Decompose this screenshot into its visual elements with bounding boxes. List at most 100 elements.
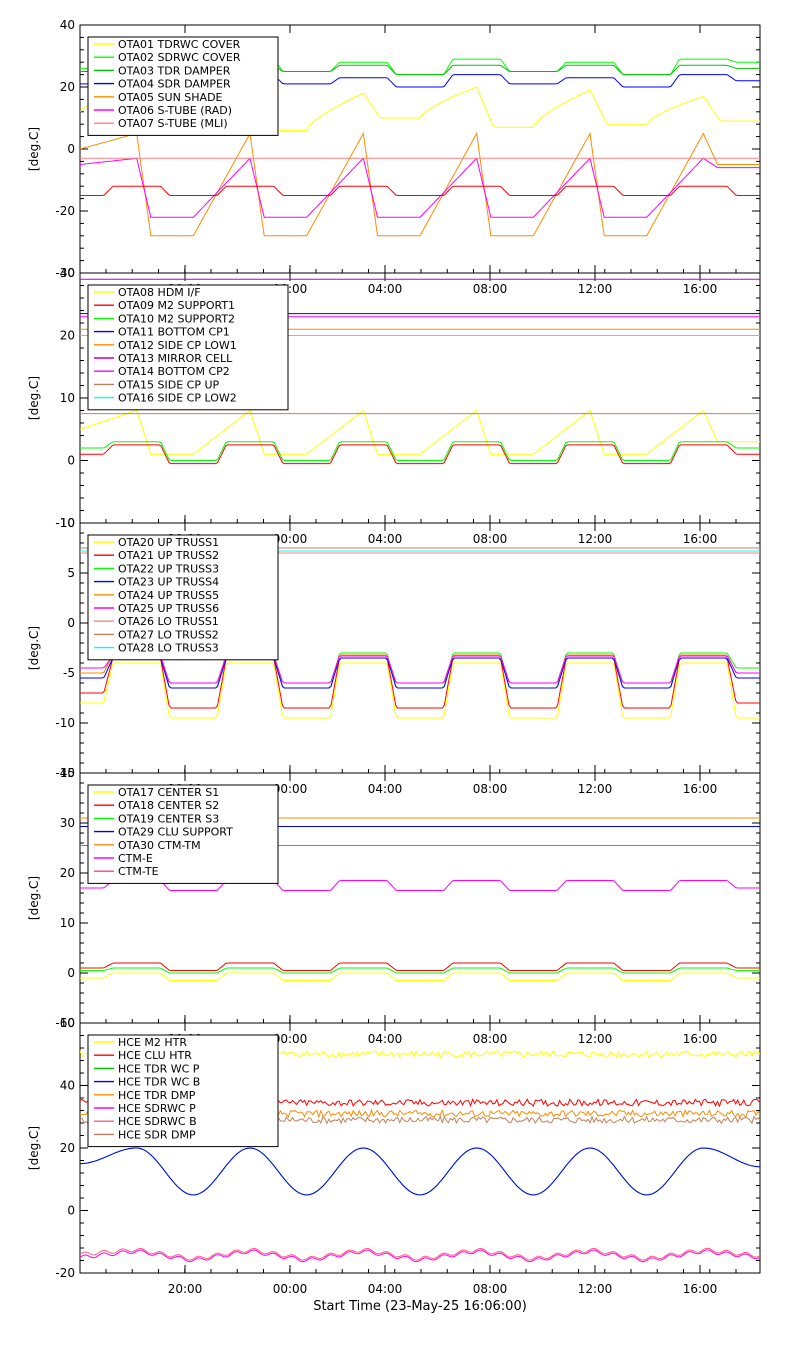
legend-label: HCE SDRWC P	[118, 1102, 196, 1115]
chart-panel-2: -10010203020:0000:0004:0008:0012:0016:00…	[27, 266, 761, 546]
legend-label: HCE CLU HTR	[118, 1049, 192, 1062]
y-tick-label: -40	[55, 266, 75, 280]
y-tick-label: -5	[63, 666, 75, 680]
x-tick-label: 16:00	[683, 282, 718, 296]
x-tick-label: 00:00	[273, 782, 308, 796]
y-tick-label: 40	[60, 766, 75, 780]
y-tick-label: 40	[60, 1079, 75, 1093]
legend-label: HCE M2 HTR	[118, 1036, 187, 1049]
legend-label: OTA22 UP TRUSS3	[118, 562, 219, 575]
legend-label: HCE TDR WC B	[118, 1076, 200, 1089]
y-tick-label: 20	[60, 866, 75, 880]
x-tick-label: 12:00	[578, 782, 613, 796]
y-tick-label: -20	[55, 1266, 75, 1280]
series-line	[80, 157, 760, 218]
legend-label: OTA18 CENTER S2	[118, 799, 219, 812]
y-tick-label: 0	[67, 616, 75, 630]
legend-label: OTA11 BOTTOM CP1	[118, 326, 230, 339]
series-line	[80, 444, 760, 465]
y-tick-label: 20	[60, 1141, 75, 1155]
x-tick-label: 16:00	[683, 1282, 718, 1296]
series-line	[80, 1147, 760, 1196]
x-tick-label: 12:00	[578, 1032, 613, 1046]
series-line	[80, 409, 760, 455]
legend-label: HCE TDR DMP	[118, 1089, 196, 1102]
chart-panel-3: -15-10-5051020:0000:0004:0008:0012:0016:…	[27, 516, 761, 796]
x-tick-label: 12:00	[578, 1282, 613, 1296]
legend-box	[87, 36, 279, 136]
chart-panel-4: -1001020304020:0000:0004:0008:0012:0016:…	[27, 766, 761, 1046]
x-tick-label: 08:00	[473, 282, 508, 296]
series-line	[80, 185, 760, 196]
legend-label: OTA14 BOTTOM CP2	[118, 365, 230, 378]
series-line	[80, 657, 760, 689]
y-tick-label: 10	[60, 916, 75, 930]
y-tick-label: -10	[55, 516, 75, 530]
x-tick-label: 12:00	[578, 282, 613, 296]
legend-label: OTA03 TDR DAMPER	[118, 64, 231, 77]
legend-label: OTA21 UP TRUSS2	[118, 549, 219, 562]
y-tick-label: 10	[60, 391, 75, 405]
y-tick-label: 0	[67, 1204, 75, 1218]
legend-label: HCE SDRWC B	[118, 1115, 197, 1128]
x-tick-label: 00:00	[273, 1282, 308, 1296]
y-axis-label: [deg.C]	[27, 626, 41, 670]
legend-label: OTA24 UP TRUSS5	[118, 589, 219, 602]
y-tick-label: 40	[60, 18, 75, 32]
legend-label: OTA26 LO TRUSS1	[118, 615, 219, 628]
legend-box	[87, 1034, 279, 1148]
legend-label: CTM-TE	[118, 865, 159, 878]
legend-label: OTA27 LO TRUSS2	[118, 628, 219, 641]
series-line	[80, 967, 760, 974]
chart-panel-5: -20 0 20 40 60 20:00 00:00 04:00 08:00 12:00 16:00…	[27, 1016, 761, 1296]
y-tick-label: 30	[60, 266, 75, 280]
y-tick-label: 0	[67, 454, 75, 468]
series-line	[80, 1247, 760, 1261]
x-tick-label: 00:00	[273, 1032, 308, 1046]
y-axis-label: [deg.C]	[27, 876, 41, 920]
chart-panel-1: -40-200204020:0000:0004:0008:0012:0016:0…	[27, 18, 761, 296]
series-line	[80, 655, 760, 684]
legend-label: OTA25 UP TRUSS6	[118, 602, 219, 615]
legend-label: OTA05 SUN SHADE	[118, 91, 223, 104]
legend-label: OTA29 CLU SUPPORT	[118, 826, 233, 839]
legend-label: OTA15 SIDE CP UP	[118, 378, 220, 391]
series-line	[80, 657, 760, 709]
x-tick-label: 04:00	[368, 532, 403, 546]
legend-label: OTA06 S-TUBE (RAD)	[118, 104, 232, 117]
y-axis-label: [deg.C]	[27, 127, 41, 171]
y-tick-label: 20	[60, 329, 75, 343]
legend-label: HCE TDR WC P	[118, 1062, 200, 1075]
legend-box	[87, 284, 289, 411]
legend-label: OTA09 M2 SUPPORT1	[118, 299, 235, 312]
legend-label: OTA28 LO TRUSS3	[118, 642, 219, 655]
legend-label: OTA20 UP TRUSS1	[118, 536, 219, 549]
legend-label: OTA10 M2 SUPPORT2	[118, 312, 235, 325]
x-tick-label: 16:00	[683, 532, 718, 546]
y-tick-label: -10	[55, 716, 75, 730]
y-tick-label: 10	[60, 516, 75, 530]
legend-label: OTA17 CENTER S1	[118, 786, 219, 799]
x-tick-label: 08:00	[473, 1032, 508, 1046]
y-axis-label: [deg.C]	[27, 1126, 41, 1170]
x-tick-label: 08:00	[473, 532, 508, 546]
series-line	[80, 441, 760, 461]
series-line	[80, 1249, 760, 1263]
series-line	[80, 131, 760, 237]
legend-label: OTA04 SDR DAMPER	[118, 78, 231, 91]
x-tick-label: 16:00	[683, 782, 718, 796]
legend-label: HCE SDR DMP	[118, 1128, 196, 1141]
y-tick-label: -10	[55, 1016, 75, 1030]
legend-label: OTA19 CENTER S3	[118, 812, 219, 825]
legend-box	[87, 784, 279, 884]
legend-label: OTA16 SIDE CP LOW2	[118, 392, 237, 405]
legend-label: CTM-E	[118, 852, 153, 865]
y-tick-label: 5	[67, 566, 75, 580]
y-tick-label: -15	[55, 766, 75, 780]
x-tick-label: 04:00	[368, 782, 403, 796]
legend-label: OTA12 SIDE CP LOW1	[118, 339, 237, 352]
y-tick-label: 0	[67, 966, 75, 980]
legend-label: OTA02 SDRWC COVER	[118, 51, 241, 64]
legend-label: OTA13 MIRROR CELL	[118, 352, 233, 365]
series-line	[80, 662, 760, 719]
